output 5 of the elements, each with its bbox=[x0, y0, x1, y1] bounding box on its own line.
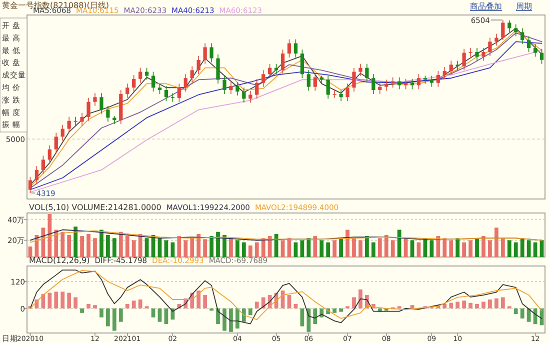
chart-title: MACD(12,26,9) bbox=[29, 256, 90, 265]
text: 周期 bbox=[516, 2, 532, 11]
text: 商品叠加 bbox=[470, 2, 502, 11]
chart-title: VOL(5,10) VOLUME:214281.0000 bbox=[29, 203, 162, 212]
chart-title: 黄金一号指数(821088)(日线) bbox=[2, 1, 110, 10]
